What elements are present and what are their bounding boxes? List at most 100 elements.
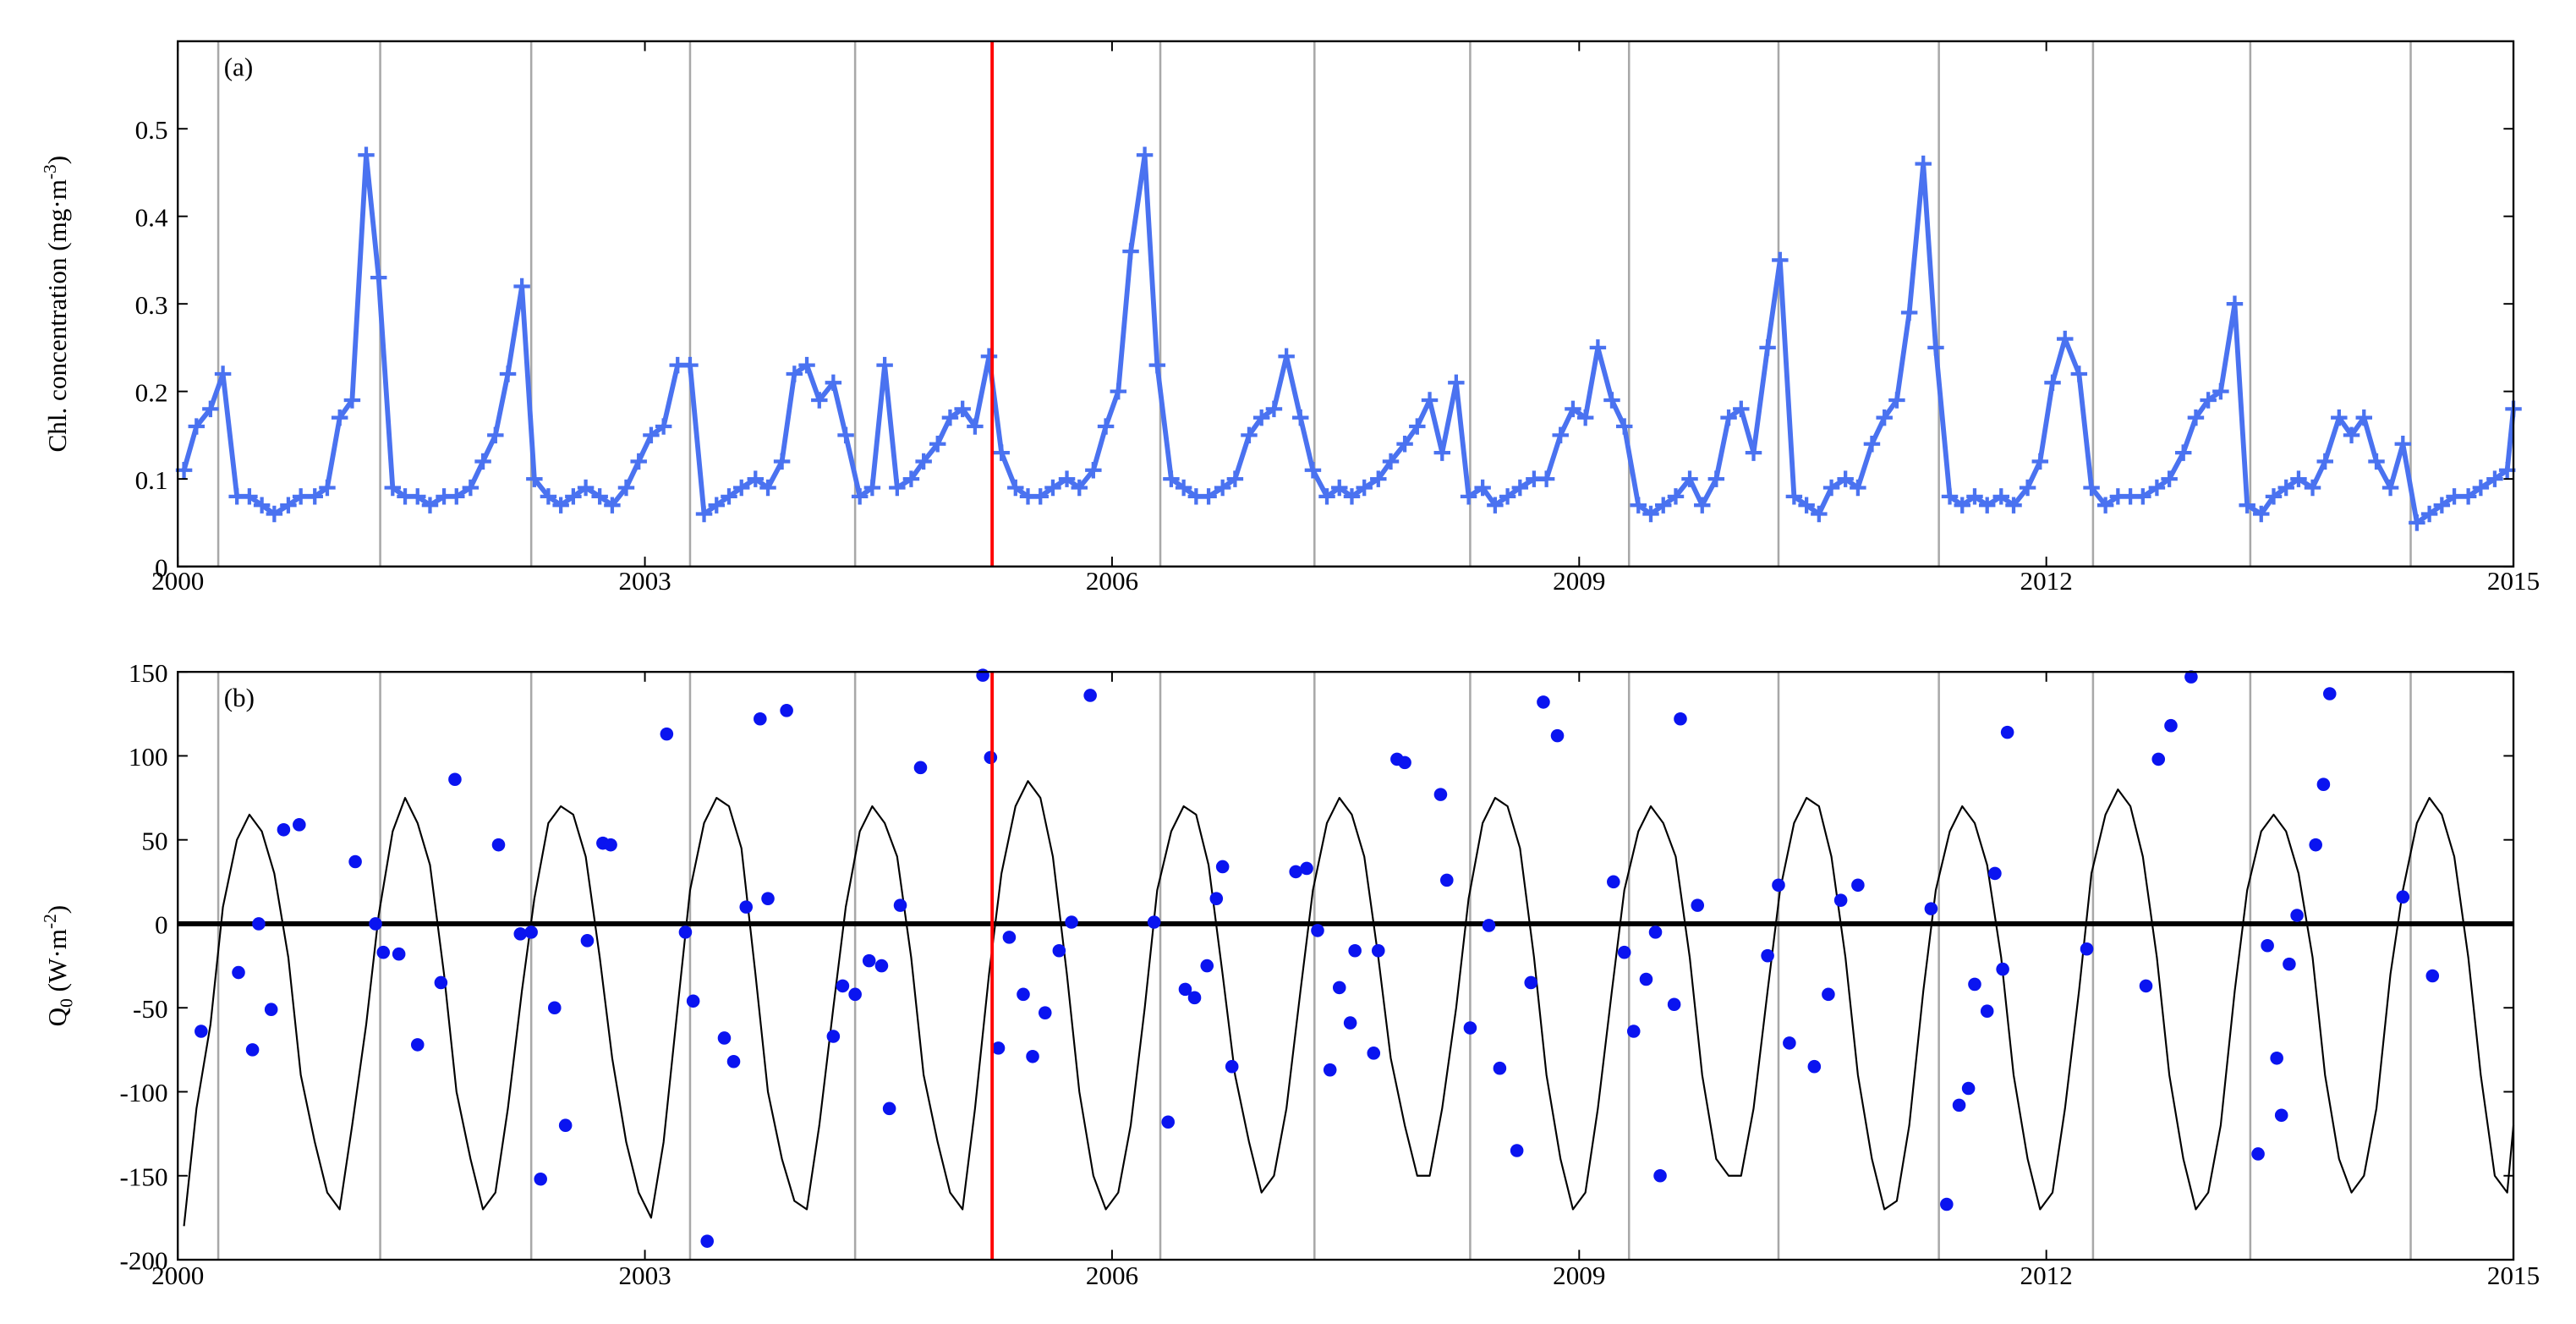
y-tick-label: 0.3: [135, 290, 168, 320]
scatter-point: [2080, 942, 2094, 956]
panel-label: (b): [224, 683, 255, 712]
x-tick-label: 2012: [2020, 566, 2073, 596]
point-marker: [1148, 356, 1166, 374]
point-marker: [2486, 470, 2503, 487]
point-marker: [1681, 470, 1698, 487]
point-marker: [526, 470, 543, 487]
series-group: [175, 146, 2522, 531]
scatter-point: [1323, 1063, 1337, 1077]
point-marker: [1992, 488, 2010, 505]
scatter-point: [1961, 1081, 1976, 1096]
point-marker: [2096, 497, 2114, 514]
point-marker: [292, 488, 310, 505]
scatter-point: [195, 1025, 208, 1038]
scatter-point: [678, 926, 693, 939]
point-marker: [1966, 488, 1983, 505]
point-marker: [721, 488, 737, 505]
scatter-point: [558, 1118, 573, 1132]
scatter-point: [991, 1041, 1006, 1055]
point-marker: [2446, 488, 2463, 505]
point-marker: [384, 479, 402, 497]
scatter-point: [232, 965, 245, 980]
point-marker: [1863, 436, 1881, 453]
scatter-point: [717, 1031, 732, 1045]
point-marker: [604, 497, 621, 514]
y-tick-label: 0.2: [135, 377, 168, 407]
point-marker: [1876, 409, 1893, 426]
scatter-point: [2151, 752, 2166, 766]
scatter-point: [1200, 959, 1214, 973]
point-marker: [1733, 400, 1750, 418]
point-marker: [1474, 479, 1491, 497]
point-marker: [2265, 488, 2283, 505]
point-marker: [695, 505, 713, 523]
scatter-point: [392, 947, 406, 961]
scatter-point: [826, 1030, 841, 1043]
point-marker: [1511, 479, 1529, 497]
x-tick-label: 2009: [1553, 1261, 1605, 1290]
scatter-point: [1537, 695, 1550, 709]
scatter-point: [913, 761, 928, 775]
point-marker: [1667, 488, 1685, 505]
scatter-point: [1988, 866, 2002, 881]
point-marker: [1654, 497, 1672, 514]
y-tick-label: -50: [133, 994, 168, 1024]
scatter-point: [1026, 1050, 1039, 1063]
point-marker: [1448, 374, 1465, 392]
scatter-point: [2316, 777, 2331, 791]
point-marker: [1382, 453, 1400, 470]
point-marker: [1552, 426, 1569, 444]
point-marker: [370, 269, 387, 286]
x-tick-label: 2006: [1086, 1261, 1138, 1290]
point-marker: [1785, 488, 1803, 505]
scatter-point: [2184, 670, 2198, 684]
y-tick-label: 0.5: [135, 115, 168, 145]
point-marker: [462, 479, 480, 497]
y-axis-label: Q0 (W·m-2): [40, 905, 76, 1026]
y-tick-label: 50: [141, 826, 167, 855]
point-marker: [306, 488, 323, 505]
point-marker: [1007, 479, 1024, 497]
scatter-point: [1463, 1021, 1477, 1035]
y-axis-label: Chl. concentration (mg·m-3): [40, 156, 72, 453]
scatter-point: [1968, 977, 1981, 992]
point-marker: [2355, 409, 2373, 426]
scatter-point: [1550, 728, 1565, 743]
point-marker: [1433, 444, 1451, 461]
point-marker: [2381, 479, 2399, 497]
point-marker: [1759, 339, 1776, 356]
scatter-point: [893, 898, 907, 912]
point-marker: [643, 426, 660, 444]
scatter-point: [1952, 1098, 1966, 1112]
scatter-point: [1209, 892, 1224, 905]
point-marker: [1499, 488, 1516, 505]
scatter-point: [1691, 898, 1705, 912]
point-marker: [786, 365, 803, 382]
point-marker: [474, 453, 491, 470]
y-axis-label-part: ): [42, 156, 72, 164]
point-marker: [2005, 497, 2022, 514]
scatter-point: [1440, 873, 1454, 887]
point-marker: [1396, 436, 1413, 453]
y-tick-label: 0.1: [135, 465, 168, 495]
point-marker: [1745, 444, 1762, 461]
point-marker: [617, 479, 635, 497]
scatter-point: [1833, 893, 1848, 907]
scatter-point: [1300, 861, 1313, 876]
plot-frame: [177, 671, 2515, 1261]
point-marker: [2083, 479, 2100, 497]
point-marker: [1058, 470, 1076, 487]
scatter-point: [1083, 689, 1097, 702]
point-marker: [540, 488, 557, 505]
point-marker: [2459, 488, 2477, 505]
point-marker: [1642, 505, 1659, 523]
point-marker: [2161, 470, 2178, 487]
point-marker: [2174, 444, 2192, 461]
point-marker: [1707, 470, 1725, 487]
series-group: [183, 668, 2515, 1248]
scatter-point: [1065, 915, 1078, 929]
scatter-point: [2290, 909, 2304, 922]
point-marker: [954, 400, 971, 418]
scatter-point: [1332, 981, 1346, 995]
